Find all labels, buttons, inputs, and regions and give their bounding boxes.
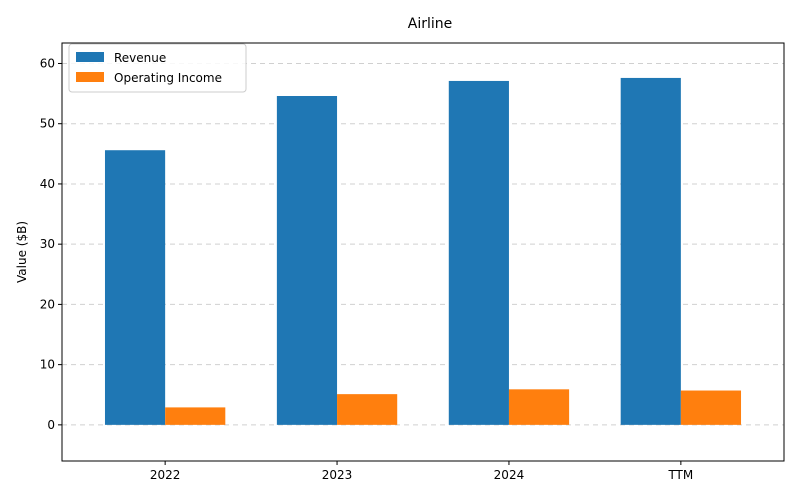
y-tick-label: 50 bbox=[40, 117, 55, 131]
bar-revenue bbox=[620, 77, 681, 425]
x-tick-label: 2024 bbox=[494, 468, 525, 482]
bars bbox=[104, 77, 742, 425]
x-tick-label: 2022 bbox=[150, 468, 181, 482]
x-tick-label: 2023 bbox=[322, 468, 353, 482]
legend-swatch bbox=[76, 72, 104, 82]
y-tick-label: 20 bbox=[40, 297, 55, 311]
bar-operating-income bbox=[165, 407, 226, 425]
y-axis-label: Value ($B) bbox=[15, 221, 29, 283]
legend-box bbox=[68, 43, 247, 93]
chart-title: Airline bbox=[408, 16, 453, 32]
bar-revenue bbox=[104, 150, 166, 425]
y-tick-label: 60 bbox=[40, 56, 55, 70]
x-axis-ticks: 2022 2023 2024 TTM bbox=[150, 461, 693, 482]
y-tick-label: 0 bbox=[47, 418, 55, 432]
bar-operating-income bbox=[680, 390, 742, 425]
bar-operating-income bbox=[337, 394, 398, 425]
legend-label: Revenue bbox=[114, 51, 166, 65]
y-tick-label: 30 bbox=[40, 237, 55, 251]
bar-revenue bbox=[276, 96, 338, 425]
y-tick-label: 10 bbox=[40, 358, 55, 372]
x-tick-label: TTM bbox=[667, 468, 693, 482]
y-axis-ticks: 0 10 20 30 40 50 60 bbox=[40, 56, 62, 432]
y-tick-label: 40 bbox=[40, 177, 55, 191]
legend-swatch bbox=[76, 52, 104, 62]
plot-frame bbox=[61, 42, 785, 462]
bar-operating-income bbox=[508, 389, 570, 425]
legend: Revenue Operating Income bbox=[68, 43, 247, 93]
bar-revenue bbox=[448, 80, 509, 425]
legend-label: Operating Income bbox=[114, 71, 222, 85]
